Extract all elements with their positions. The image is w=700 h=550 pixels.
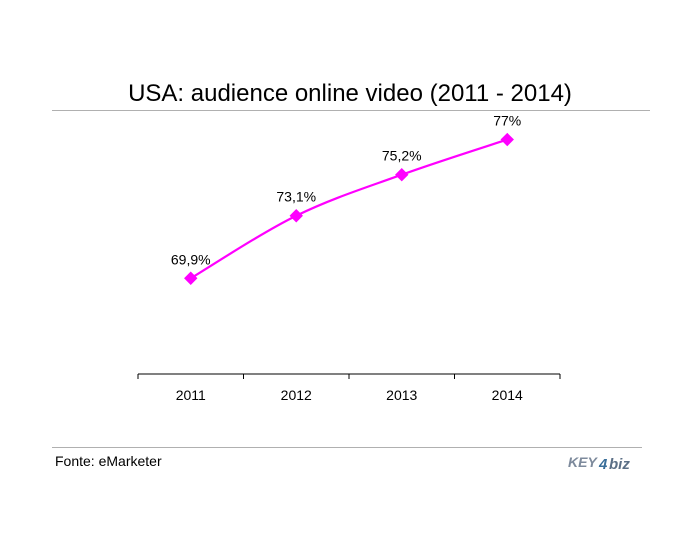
data-label: 75,2% — [382, 148, 422, 164]
x-tick-label: 2011 — [176, 387, 206, 403]
key4biz-logo: KEY 4 biz — [568, 454, 630, 473]
svg-text:4: 4 — [598, 456, 608, 473]
series-line — [190, 138, 508, 280]
x-tick-label: 2014 — [492, 387, 523, 403]
data-label: 77% — [493, 113, 521, 129]
source-note: Fonte: eMarketer — [55, 453, 162, 469]
x-tick-label: 2013 — [386, 387, 417, 403]
data-point-marker — [500, 132, 514, 147]
data-point-marker — [184, 271, 198, 285]
x-tick-label: 2012 — [281, 387, 312, 403]
data-point-marker — [289, 209, 303, 223]
data-point-marker — [395, 168, 409, 182]
svg-text:KEY: KEY — [568, 454, 598, 470]
svg-text:biz: biz — [609, 456, 630, 473]
footer-divider — [52, 447, 642, 448]
title-divider — [52, 110, 650, 111]
data-label: 73,1% — [276, 189, 316, 205]
chart-title: USA: audience online video (2011 - 2014) — [128, 80, 572, 107]
data-label: 69,9% — [171, 251, 211, 267]
